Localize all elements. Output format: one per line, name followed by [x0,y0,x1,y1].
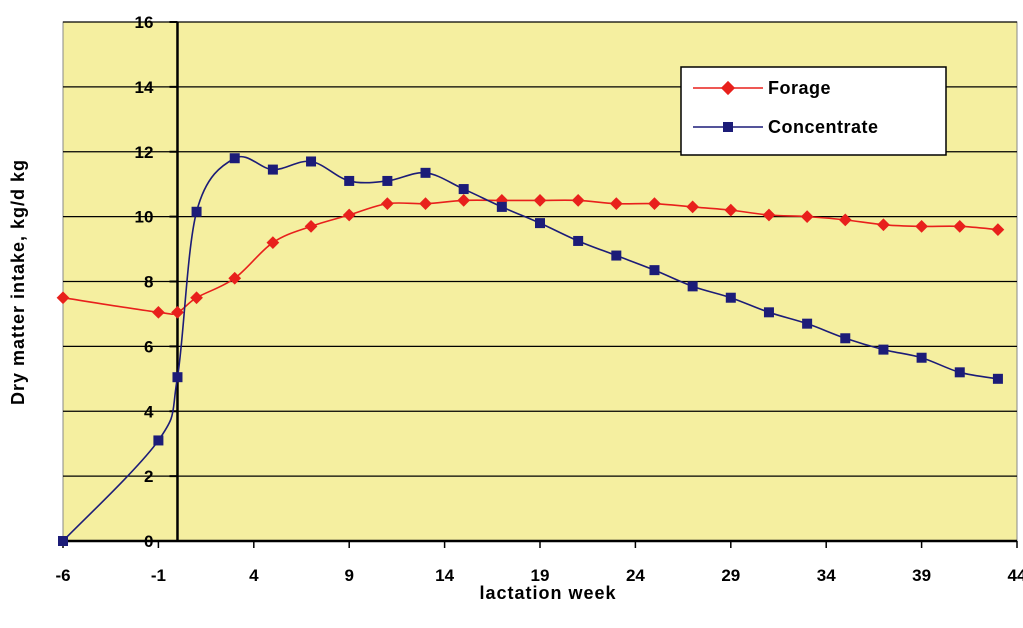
legend-forage-marker [720,80,736,96]
concentrate-point [573,235,584,246]
y-tick-label: 14 [135,78,154,97]
concentrate-point [611,250,622,261]
concentrate-point [382,175,393,186]
x-tick-label: 29 [721,566,740,585]
x-axis-title: lactation week [479,583,616,603]
y-tick-label: 4 [144,402,154,421]
y-tick-label: 12 [135,143,154,162]
x-tick-label: 14 [435,566,454,585]
x-tick-labels: -6 -1 4 9 14 19 24 29 34 39 44 [55,566,1023,585]
y-tick-labels: 0 2 4 6 8 10 12 14 16 [135,13,154,551]
concentrate-point [420,167,431,178]
concentrate-point [496,201,507,212]
x-tick-label: -1 [151,566,166,585]
y-tick-label: 10 [135,208,154,227]
forage-point [266,236,280,249]
legend-concentrate-label: Concentrate [768,117,879,137]
forage-point [152,305,165,319]
forage-point [190,291,203,305]
concentrate-point [306,156,317,167]
forage-point [228,271,242,285]
y-tick-label: 0 [144,532,153,551]
x-tick-label: 44 [1008,566,1023,585]
concentrate-point [802,318,813,329]
x-tick-label: 24 [626,566,645,585]
y-tick-label: 8 [144,273,153,292]
concentrate-point [763,307,774,318]
x-tick-label: 19 [531,566,550,585]
forage-point [419,197,432,211]
concentrate-point [172,372,183,383]
y-tick-label: 2 [144,467,153,486]
y-tick-label: 6 [144,337,153,356]
concentrate-point [458,184,469,195]
x-tick-label: 4 [249,566,259,585]
concentrate-point [954,367,965,378]
y-axis-title: Dry matter intake, kg/d kg [8,159,28,405]
legend-concentrate-marker [723,122,733,132]
x-tick-label: 9 [344,566,353,585]
concentrate-point [916,352,927,363]
concentrate-point [344,175,355,186]
x-tick-label: 39 [912,566,931,585]
legend-box [680,66,947,156]
concentrate-point [725,292,736,303]
forage-point [56,291,70,305]
forage-point [380,197,394,211]
forage-point [457,194,471,207]
legend: Forage Concentrate [680,66,947,156]
forage-point [342,208,356,222]
y-tick-label: 16 [135,13,154,32]
x-tick-label: -6 [55,566,70,585]
concentrate-point [687,281,698,292]
x-tick-label: 34 [817,566,836,585]
concentrate-point [840,333,851,344]
concentrate-point [191,206,202,217]
concentrate-point [878,344,889,355]
legend-forage-label: Forage [768,78,831,98]
concentrate-point [535,218,545,229]
concentrate-point [649,265,660,276]
forage-point [304,219,318,233]
axes [62,22,1018,548]
concentrate-point [267,164,278,175]
concentrate-point [58,536,68,546]
concentrate-point [229,153,240,164]
concentrate-point [992,373,1003,384]
concentrate-point [153,435,164,446]
forage-point [171,305,184,319]
